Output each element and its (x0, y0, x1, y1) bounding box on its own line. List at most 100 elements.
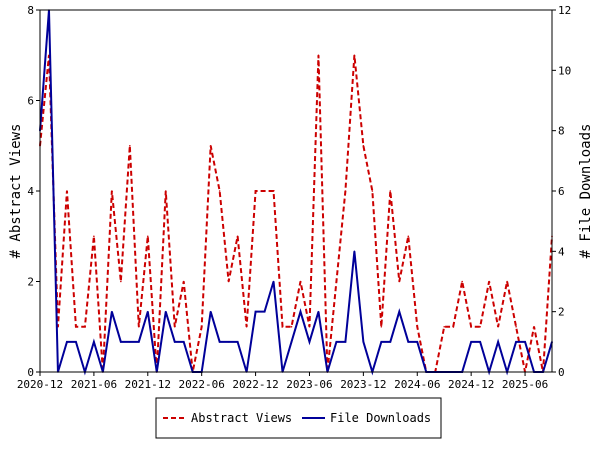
data-point-abstract-views (470, 325, 472, 328)
left-y-tick-label: 0 (27, 366, 34, 379)
data-point-abstract-views (362, 144, 365, 147)
right-y-tick-label: 6 (558, 185, 565, 198)
data-point-file-downloads (93, 341, 95, 343)
data-point-abstract-views (380, 325, 383, 328)
data-point-abstract-views (344, 190, 347, 192)
data-point-file-downloads (407, 341, 410, 343)
data-point-file-downloads (380, 341, 383, 343)
left-y-tick-label: 4 (27, 185, 34, 198)
data-point-abstract-views (146, 235, 149, 238)
data-point-abstract-views (479, 325, 481, 328)
x-tick-label: 2022-12 (232, 378, 278, 391)
data-point-file-downloads (75, 341, 77, 343)
x-tick-label: 2023-12 (340, 378, 386, 391)
data-point-file-downloads (182, 341, 185, 343)
x-tick-label: 2024-06 (394, 378, 440, 391)
right-y-tick-label: 10 (558, 64, 571, 77)
data-point-abstract-views (245, 325, 248, 328)
x-axis: 2020-12 2021-06 2021-12 2022-06 2022-12 2023-… (17, 372, 548, 391)
data-point-file-downloads (515, 341, 517, 343)
data-point-file-downloads (227, 341, 230, 343)
data-point-abstract-views (209, 144, 212, 147)
data-point-file-downloads (317, 310, 320, 313)
data-point-abstract-views (461, 280, 463, 283)
data-point-abstract-views (218, 190, 221, 192)
right-y-tick-label: 8 (558, 125, 565, 138)
data-point-abstract-views (227, 280, 230, 283)
data-point-file-downloads (335, 341, 338, 343)
right-y-tick-label: 2 (558, 306, 565, 319)
series-line-file-downloads (39, 9, 553, 376)
data-point-file-downloads (353, 250, 356, 253)
data-point-abstract-views (371, 190, 374, 192)
data-point-abstract-views (236, 235, 239, 238)
data-point-abstract-views (335, 280, 338, 283)
right-y-tick-label: 12 (558, 4, 571, 17)
data-point-abstract-views (389, 190, 392, 192)
legend-label-abstract-views: Abstract Views (191, 411, 292, 425)
data-point-file-downloads (164, 310, 167, 313)
data-point-file-downloads (138, 341, 140, 343)
data-point-abstract-views (129, 144, 131, 147)
x-tick-label: 2024-12 (448, 378, 494, 391)
data-point-file-downloads (497, 341, 499, 343)
right-y-axis: 0 2 4 6 8 10 12 (552, 4, 571, 379)
data-point-file-downloads (299, 310, 302, 313)
data-point-abstract-views (182, 280, 185, 283)
data-point-file-downloads (389, 341, 392, 343)
data-point-file-downloads (308, 341, 311, 343)
left-y-tick-label: 6 (27, 95, 34, 108)
data-point-file-downloads (120, 341, 122, 343)
data-point-abstract-views (398, 280, 401, 283)
data-point-abstract-views (75, 325, 77, 328)
data-point-abstract-views (290, 325, 293, 328)
data-point-file-downloads (272, 280, 275, 283)
left-y-tick-label: 2 (27, 276, 34, 289)
data-point-file-downloads (129, 341, 131, 343)
data-point-file-downloads (173, 341, 176, 343)
legend-label-file-downloads: File Downloads (330, 411, 431, 425)
data-point-abstract-views (515, 325, 517, 328)
data-point-abstract-views (120, 280, 122, 283)
data-point-file-downloads (290, 341, 293, 343)
left-axis-title: # Abstract Views (8, 124, 24, 259)
data-point-abstract-views (263, 190, 266, 192)
data-point-file-downloads (362, 341, 365, 343)
series-line-abstract-views (39, 55, 553, 373)
x-tick-label: 2023-06 (286, 378, 332, 391)
data-point-abstract-views (254, 190, 257, 192)
data-point-abstract-views (84, 325, 86, 328)
data-point-abstract-views (488, 280, 490, 283)
data-point-abstract-views (317, 54, 320, 57)
data-point-abstract-views (452, 325, 454, 328)
data-point-file-downloads (416, 341, 419, 343)
x-tick-label: 2020-12 (17, 378, 63, 391)
data-point-file-downloads (470, 341, 472, 343)
data-point-abstract-views (281, 325, 284, 328)
data-point-abstract-views (66, 190, 68, 192)
data-point-file-downloads (524, 341, 526, 343)
data-point-file-downloads (66, 341, 68, 343)
data-point-abstract-views (506, 280, 508, 283)
x-tick-label: 2022-06 (179, 378, 225, 391)
left-y-axis: 0 2 4 6 8 (27, 4, 40, 379)
x-tick-label: 2021-12 (125, 378, 171, 391)
x-tick-label: 2025-06 (502, 378, 548, 391)
data-point-abstract-views (164, 190, 167, 192)
data-point-file-downloads (398, 310, 401, 313)
data-point-abstract-views (173, 325, 176, 328)
data-point-abstract-views (416, 325, 419, 328)
data-point-abstract-views (443, 325, 446, 328)
data-point-abstract-views (299, 280, 302, 283)
data-point-abstract-views (138, 325, 140, 328)
x-tick-label: 2021-06 (71, 378, 117, 391)
data-point-abstract-views (93, 235, 95, 238)
legend: Abstract Views File Downloads (155, 397, 442, 439)
data-point-file-downloads (111, 310, 113, 313)
data-point-abstract-views (353, 54, 356, 57)
data-point-file-downloads (218, 341, 221, 343)
data-point-file-downloads (479, 341, 481, 343)
data-point-file-downloads (344, 341, 347, 343)
